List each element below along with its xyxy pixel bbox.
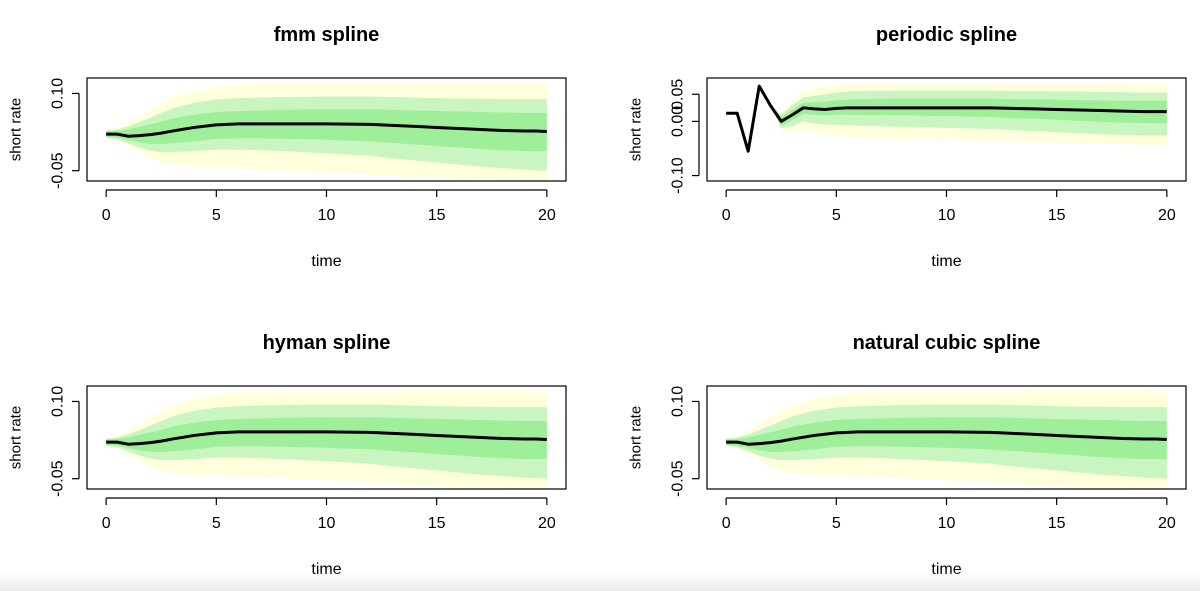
chart-title: periodic spline [876, 24, 1017, 46]
y-tick-label: -0.05 [670, 460, 687, 497]
bottom-fade [0, 571, 1200, 591]
y-tick-label: -0.10 [670, 157, 687, 194]
x-tick-label: 0 [722, 207, 731, 224]
chart-title: fmm spline [274, 24, 380, 46]
inner-quantile-band [106, 109, 547, 152]
plot-frame [706, 77, 1187, 182]
inner-quantile-band [106, 417, 547, 460]
inner-quantile-band [726, 417, 1167, 460]
x-tick-label: 5 [212, 515, 221, 532]
plot-area [106, 390, 547, 489]
y-tick-label: 0.10 [50, 78, 67, 109]
plot-frame [86, 385, 567, 490]
x-tick-label: 10 [938, 207, 956, 224]
chart-panel-periodic-spline: periodic spline time short rate 0 5 10 15 20… [628, 24, 1187, 270]
x-tick-label: 5 [832, 207, 841, 224]
y-tick-label: -0.05 [50, 460, 67, 497]
x-tick-label: 15 [428, 207, 446, 224]
y-tick-label: 0.10 [50, 386, 67, 417]
median-line [106, 122, 547, 138]
x-tick-label: 10 [318, 207, 336, 224]
chart-title: hyman spline [263, 332, 391, 354]
x-tick-label: 20 [538, 207, 556, 224]
x-tick-label: 10 [318, 515, 336, 532]
inner-quantile-band [726, 86, 1167, 152]
y-axis-label: short rate [628, 406, 645, 469]
median-line [726, 430, 1167, 446]
y-tick-label: 0.00 [670, 106, 687, 137]
x-tick-label: 0 [102, 207, 111, 224]
x-tick-label: 15 [428, 515, 446, 532]
chart-panel-fmm-spline: fmm spline time short rate 0 5 10 15 20 0.10 -… [8, 24, 567, 270]
x-tick-label: 0 [722, 515, 731, 532]
x-tick-label: 0 [102, 515, 111, 532]
y-axis-label: short rate [8, 98, 25, 161]
plot-area [106, 82, 547, 181]
plot-frame [706, 385, 1187, 490]
y-tick-label: 0.05 [670, 79, 687, 110]
x-axis-label: time [311, 253, 341, 270]
plot-frame [86, 77, 567, 182]
x-tick-label: 20 [1158, 207, 1176, 224]
chart-title: natural cubic spline [853, 332, 1041, 354]
x-tick-label: 15 [1048, 515, 1066, 532]
chart-panel-hyman-spline: hyman spline time short rate 0 5 10 15 200.1… [8, 332, 567, 578]
y-axis-label: short rate [8, 406, 25, 469]
y-axis-label: short rate [628, 98, 645, 161]
x-tick-label: 20 [1158, 515, 1176, 532]
x-tick-label: 5 [212, 207, 221, 224]
plot-area [726, 82, 1167, 153]
y-tick-label: 0.10 [670, 386, 687, 417]
x-tick-label: 15 [1048, 207, 1066, 224]
plot-area [726, 390, 1167, 489]
x-tick-label: 20 [538, 515, 556, 532]
median-line [106, 430, 547, 446]
x-tick-label: 5 [832, 515, 841, 532]
median-line [726, 84, 1167, 153]
y-tick-label: -0.05 [50, 152, 67, 189]
x-axis-label: time [931, 253, 961, 270]
x-tick-label: 10 [938, 515, 956, 532]
